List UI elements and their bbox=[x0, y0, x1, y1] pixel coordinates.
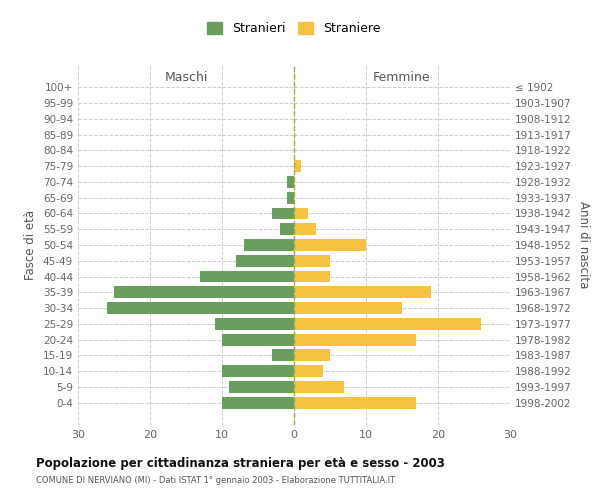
Bar bbox=[222, 397, 294, 408]
Bar bbox=[236, 255, 294, 266]
Bar bbox=[294, 381, 344, 393]
Y-axis label: Fasce di età: Fasce di età bbox=[25, 210, 37, 280]
Bar bbox=[294, 270, 330, 282]
Y-axis label: Anni di nascita: Anni di nascita bbox=[577, 202, 590, 288]
Bar bbox=[294, 366, 323, 377]
Bar bbox=[215, 318, 294, 330]
Bar bbox=[294, 208, 308, 220]
Text: COMUNE DI NERVIANO (MI) - Dati ISTAT 1° gennaio 2003 - Elaborazione TUTTITALIA.I: COMUNE DI NERVIANO (MI) - Dati ISTAT 1° … bbox=[36, 476, 395, 485]
Bar bbox=[294, 334, 416, 345]
Bar bbox=[294, 302, 402, 314]
Bar bbox=[294, 239, 366, 251]
Bar bbox=[294, 255, 330, 266]
Legend: Stranieri, Straniere: Stranieri, Straniere bbox=[202, 18, 386, 40]
Text: Popolazione per cittadinanza straniera per età e sesso - 2003: Popolazione per cittadinanza straniera p… bbox=[36, 458, 445, 470]
Bar bbox=[294, 224, 316, 235]
Bar bbox=[114, 286, 294, 298]
Bar bbox=[107, 302, 294, 314]
Text: Femmine: Femmine bbox=[373, 72, 431, 85]
Bar bbox=[229, 381, 294, 393]
Bar bbox=[287, 176, 294, 188]
Bar bbox=[222, 366, 294, 377]
Bar bbox=[280, 224, 294, 235]
Bar bbox=[200, 270, 294, 282]
Bar bbox=[222, 334, 294, 345]
Bar bbox=[294, 318, 481, 330]
Bar bbox=[294, 397, 416, 408]
Bar bbox=[294, 350, 330, 362]
Bar bbox=[287, 192, 294, 203]
Bar bbox=[272, 350, 294, 362]
Bar bbox=[244, 239, 294, 251]
Text: Maschi: Maschi bbox=[164, 72, 208, 85]
Bar bbox=[294, 286, 431, 298]
Bar bbox=[294, 160, 301, 172]
Bar bbox=[272, 208, 294, 220]
